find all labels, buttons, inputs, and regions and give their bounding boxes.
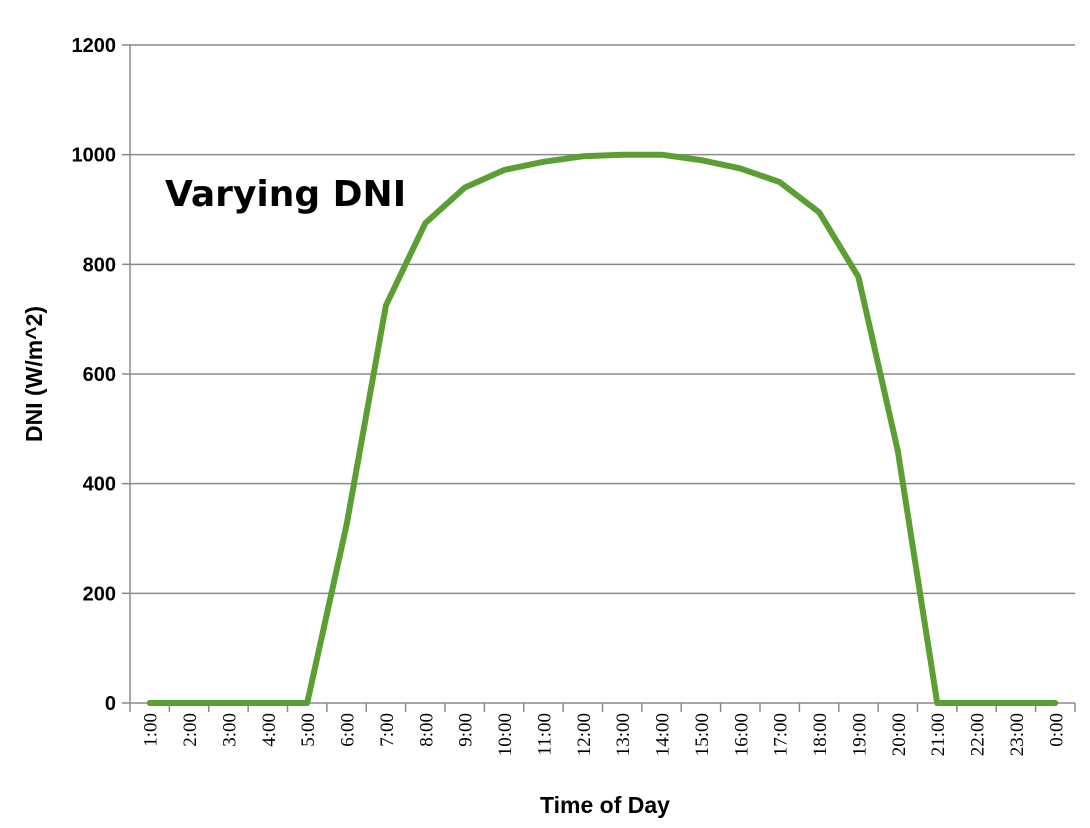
x-tick-label: 18:00: [810, 713, 831, 756]
y-tick-label: 1000: [72, 145, 117, 167]
x-tick-label: 14:00: [653, 713, 674, 756]
y-tick-label: 600: [83, 364, 116, 386]
x-tick-label: 23:00: [1007, 713, 1028, 756]
x-tick-label: 9:00: [456, 713, 477, 747]
x-tick-label: 10:00: [495, 713, 516, 756]
y-tick-label: 400: [83, 474, 116, 496]
x-tick-label: 17:00: [771, 713, 792, 756]
x-tick-label: 12:00: [574, 713, 595, 756]
x-tick-label: 20:00: [889, 713, 910, 756]
x-tick-label: 3:00: [219, 713, 240, 747]
x-tick-label: 19:00: [849, 713, 870, 756]
y-tick-label: 1200: [72, 35, 117, 57]
y-tick-label: 0: [105, 693, 116, 715]
series-line-0: [146, 151, 1059, 706]
x-tick-label: 15:00: [692, 713, 713, 756]
y-tick-label: 200: [83, 583, 116, 605]
y-axis-title: DNI (W/m^2): [21, 306, 47, 442]
series-layer: [146, 151, 1059, 706]
x-tick-label: 2:00: [180, 713, 201, 747]
x-tick-label: 4:00: [259, 713, 280, 747]
x-tick-label: 7:00: [377, 713, 398, 747]
x-tick-label: 22:00: [968, 713, 989, 756]
x-tick-label: 0:00: [1046, 713, 1067, 747]
x-tick-label: 6:00: [338, 713, 359, 747]
x-axis: 1:00 2:00 3:00 4:00 5:00 6:00 7:00 8:00 9:00 10:0…: [129, 703, 1076, 756]
chart-annotation: Varying DNI: [165, 174, 406, 215]
x-tick-label: 11:00: [534, 713, 555, 756]
x-tick-label: 1:00: [141, 713, 162, 747]
y-axis: 0 200 400 600 800 1000 1200: [72, 35, 131, 715]
x-tick-label: 16:00: [731, 713, 752, 756]
x-tick-label: 5:00: [298, 713, 319, 747]
x-tick-label: 8:00: [416, 713, 437, 747]
gridlines: [130, 44, 1075, 704]
x-tick-label: 13:00: [613, 713, 634, 756]
y-tick-label: 800: [83, 254, 116, 276]
x-tick-label: 21:00: [928, 713, 949, 756]
x-axis-title: Time of Day: [540, 792, 670, 818]
